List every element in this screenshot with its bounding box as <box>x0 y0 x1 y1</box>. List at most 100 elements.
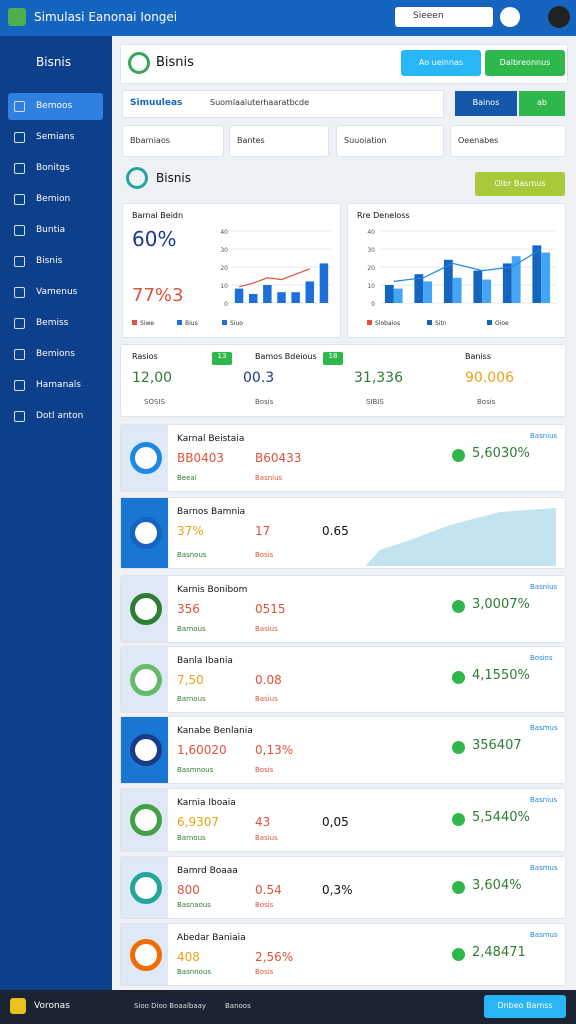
filter[interactable] <box>122 125 224 157</box>
nav-item[interactable]: Hamanals <box>36 380 81 390</box>
filter[interactable] <box>229 125 329 157</box>
row-b: 43 <box>255 815 271 829</box>
toolbar-btn-1[interactable]: Bainos <box>455 91 517 116</box>
nav-icon <box>14 256 25 267</box>
row-b: 0.08 <box>255 673 282 687</box>
filter[interactable] <box>336 125 444 157</box>
sidebar-title: Bisnis <box>36 55 72 69</box>
nav-icon <box>14 101 25 112</box>
kpi-sub: Bosis <box>255 398 274 406</box>
nav-icon <box>14 411 25 422</box>
avatar[interactable] <box>548 6 570 28</box>
row-card <box>120 716 566 784</box>
nav-item[interactable]: Dotl anton <box>36 411 84 421</box>
btn-1[interactable]: Ao ueinnas <box>401 50 481 76</box>
nav-item[interactable]: Bemoos <box>36 101 73 111</box>
footer-brand: Voronas <box>34 1001 70 1011</box>
row-a: 408 <box>177 950 200 964</box>
row-ring <box>130 442 162 474</box>
section-btn[interactable]: Olbr Basmus <box>475 172 565 196</box>
row-right: 3,0007% <box>472 597 530 612</box>
row-a: 6,9307 <box>177 815 219 829</box>
row-title: Banla Ibania <box>177 656 233 666</box>
row-right: 5,6030% <box>472 446 530 461</box>
footer <box>0 990 576 1024</box>
row-tag: Basmus <box>530 724 558 732</box>
row-ring <box>130 938 162 971</box>
row-ring <box>130 734 162 766</box>
notify[interactable] <box>500 7 520 27</box>
row-check <box>452 600 465 613</box>
chart-title: Rre Deneloss <box>357 211 410 220</box>
row-check <box>452 449 465 462</box>
row-ring <box>130 517 162 549</box>
row-a: 1,60020 <box>177 743 227 757</box>
chart-card <box>347 203 566 338</box>
row-title: Karnal Beistaia <box>177 434 245 444</box>
chart-title: Barnal Beidn <box>132 211 184 220</box>
row-check <box>452 741 465 754</box>
row-sa: Barnous <box>177 625 206 633</box>
footer-btn[interactable]: Dnbeo Bamss <box>484 995 566 1018</box>
logo <box>8 8 26 26</box>
stat: 60% <box>132 227 177 251</box>
kpi-tag: 18 <box>323 352 343 365</box>
row-a: 800 <box>177 883 200 897</box>
row-tag: Basnius <box>530 432 558 440</box>
nav-active <box>8 93 103 120</box>
nav-icon <box>14 318 25 329</box>
nav-item[interactable]: Vamenus <box>36 287 78 297</box>
nav-item[interactable]: Bisnis <box>36 256 63 266</box>
nav-item[interactable]: Semians <box>36 132 75 142</box>
kpi-value: 12,00 <box>132 370 173 386</box>
row-sa: Barnous <box>177 695 206 703</box>
row-ring <box>130 804 162 836</box>
nav-item[interactable]: Buntia <box>36 225 66 235</box>
kpi-sub: SIBIS <box>366 398 384 406</box>
row-a: 37% <box>177 524 204 538</box>
filter-label: Bantes <box>237 136 265 145</box>
filter-label: Oeenabes <box>458 136 499 145</box>
row-sa: Basnous <box>177 551 207 559</box>
row-tag: Basmus <box>530 931 558 939</box>
row-sa: Beeai <box>177 474 197 482</box>
nav-icon <box>14 132 25 143</box>
kpi-row <box>120 344 566 417</box>
row-b: 0,13% <box>255 743 294 757</box>
kpi-label: Bamos Bdeious <box>255 352 317 361</box>
row-right: 5,5440% <box>472 810 530 825</box>
btn-2[interactable]: Dalbreonnus <box>485 50 565 76</box>
panel-title: Bisnis <box>156 55 194 70</box>
row-card <box>120 646 566 713</box>
toolbar-btn-2[interactable]: ab <box>519 91 565 116</box>
row-check <box>452 671 465 684</box>
row-b: B60433 <box>255 451 302 465</box>
row-ring <box>130 663 162 696</box>
nav-item[interactable]: Bemion <box>36 194 71 204</box>
filter-label: Bbarniaos <box>130 136 170 145</box>
row-tag: Bosios <box>530 654 553 662</box>
nav-item[interactable]: Bemiss <box>36 318 69 328</box>
row-b: 0.54 <box>255 883 282 897</box>
footer-link[interactable]: Banoos <box>225 1002 251 1010</box>
filter-label: Suuoiation <box>344 136 387 145</box>
kpi-label: Baniss <box>465 352 492 361</box>
nav-icon <box>14 287 25 298</box>
nav-item[interactable]: Bemions <box>36 349 75 359</box>
row-a: BB0403 <box>177 451 225 465</box>
filter[interactable] <box>450 125 566 157</box>
row-sa: Basnnous <box>177 968 211 976</box>
row-card <box>120 923 566 986</box>
row-tag: Basmus <box>530 864 558 872</box>
search[interactable]: Sieeen <box>395 7 493 27</box>
app-title: Simulasi Eanonai Iongei <box>34 10 178 24</box>
row-card <box>120 788 566 852</box>
row-title: Karnia Iboaia <box>177 798 236 808</box>
row-b: 0515 <box>255 602 286 616</box>
section-icon <box>126 167 148 189</box>
row-b: 17 <box>255 524 271 538</box>
row-check <box>452 813 465 826</box>
footer-logo <box>10 998 26 1014</box>
row-sb: Bosis <box>255 551 274 559</box>
nav-item[interactable]: Bonitgs <box>36 163 70 173</box>
